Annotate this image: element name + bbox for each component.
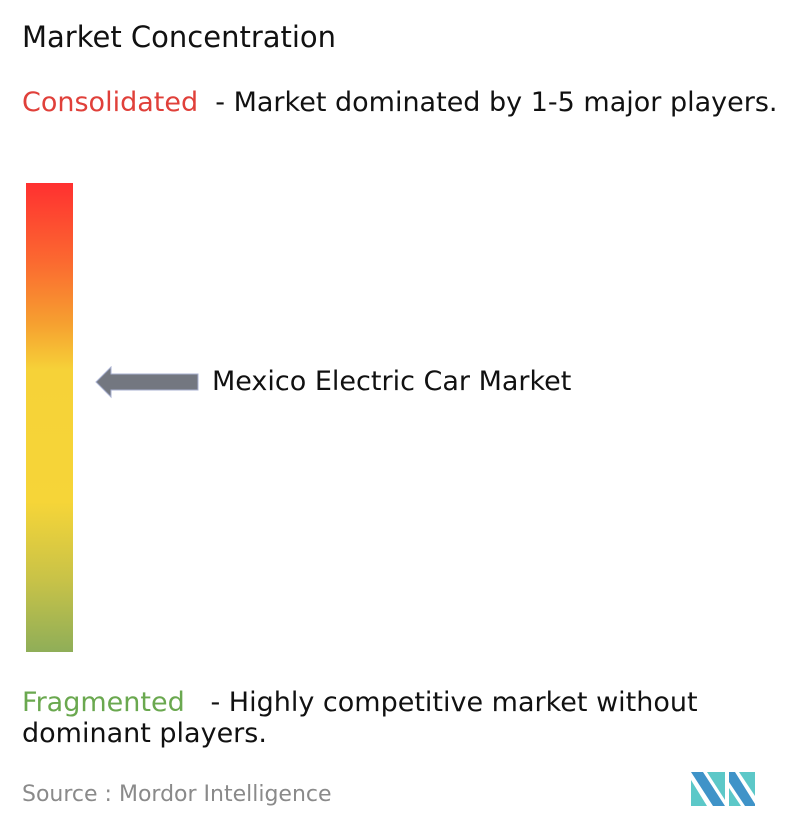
fragmented-description: Fragmented - Highly competitive market w… — [22, 687, 792, 749]
consolidated-description: Consolidated - Market dominated by 1-5 m… — [22, 87, 792, 118]
source-line: Source : Mordor Intelligence — [22, 782, 332, 807]
consolidated-label: Consolidated — [22, 87, 199, 118]
consolidated-text: - Market dominated by 1-5 major players. — [215, 87, 778, 118]
fragmented-text: - Highly competitive market without domi… — [22, 687, 698, 749]
source-name: Mordor Intelligence — [118, 782, 332, 807]
arrow-left-icon — [95, 366, 199, 399]
market-label: Mexico Electric Car Market — [212, 366, 572, 397]
fragmented-label: Fragmented — [22, 687, 185, 718]
page-title: Market Concentration — [22, 20, 337, 54]
mordor-intelligence-logo — [691, 772, 755, 806]
source-label: Source : — [22, 782, 112, 807]
concentration-gradient-bar — [26, 183, 73, 652]
